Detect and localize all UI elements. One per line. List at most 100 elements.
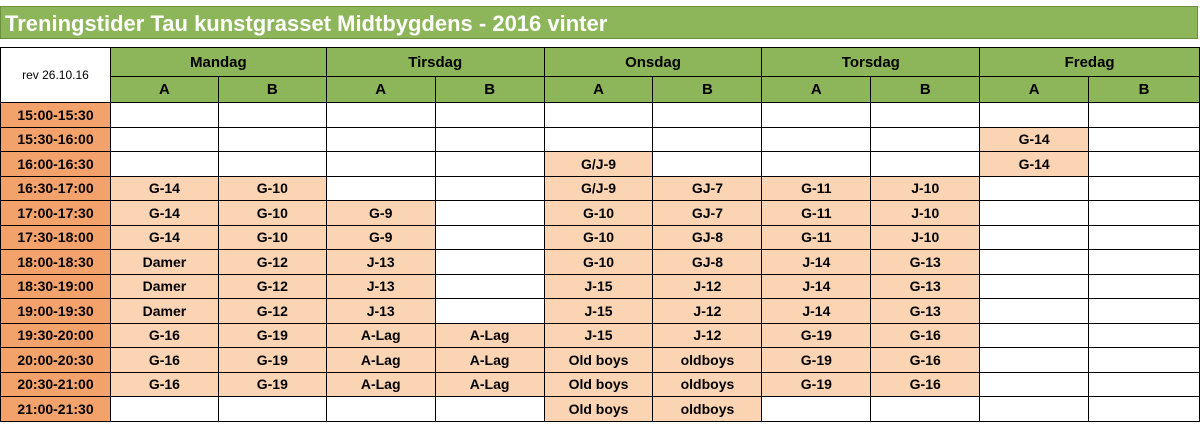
time-slot-label[interactable]: 15:30-16:00 bbox=[0, 126, 111, 152]
empty-slot-cell[interactable] bbox=[1088, 102, 1200, 128]
booked-slot-cell[interactable]: G-10 bbox=[543, 224, 654, 250]
field-a-header[interactable]: A bbox=[761, 76, 872, 103]
empty-slot-cell[interactable] bbox=[325, 102, 436, 128]
empty-slot-cell[interactable] bbox=[1088, 347, 1200, 373]
booked-slot-cell[interactable]: J-10 bbox=[870, 175, 981, 201]
empty-slot-cell[interactable] bbox=[325, 175, 436, 201]
empty-slot-cell[interactable] bbox=[761, 102, 872, 128]
booked-slot-cell[interactable]: G-19 bbox=[217, 322, 327, 348]
booked-slot-cell[interactable]: G-16 bbox=[109, 322, 219, 348]
empty-slot-cell[interactable] bbox=[979, 347, 1090, 373]
empty-slot-cell[interactable] bbox=[1088, 200, 1200, 226]
booked-slot-cell[interactable]: G-10 bbox=[217, 200, 327, 226]
booked-slot-cell[interactable]: GJ-7 bbox=[652, 175, 763, 201]
booked-slot-cell[interactable]: J-15 bbox=[543, 273, 654, 299]
empty-slot-cell[interactable] bbox=[217, 396, 327, 422]
booked-slot-cell[interactable]: GJ-7 bbox=[652, 200, 763, 226]
empty-slot-cell[interactable] bbox=[979, 371, 1090, 397]
day-header-mandag[interactable]: Mandag bbox=[109, 47, 327, 77]
booked-slot-cell[interactable]: G-14 bbox=[979, 126, 1090, 152]
empty-slot-cell[interactable] bbox=[761, 396, 872, 422]
empty-slot-cell[interactable] bbox=[434, 298, 545, 324]
booked-slot-cell[interactable]: G-14 bbox=[979, 151, 1090, 177]
empty-slot-cell[interactable] bbox=[109, 126, 219, 152]
booked-slot-cell[interactable]: J-14 bbox=[761, 273, 872, 299]
booked-slot-cell[interactable]: G-16 bbox=[109, 371, 219, 397]
booked-slot-cell[interactable]: J-12 bbox=[652, 298, 763, 324]
booked-slot-cell[interactable]: G-13 bbox=[870, 249, 981, 275]
empty-slot-cell[interactable] bbox=[1088, 322, 1200, 348]
day-header-onsdag[interactable]: Onsdag bbox=[543, 47, 763, 77]
booked-slot-cell[interactable]: G-12 bbox=[217, 249, 327, 275]
time-slot-label[interactable]: 16:30-17:00 bbox=[0, 175, 111, 201]
booked-slot-cell[interactable]: Damer bbox=[109, 273, 219, 299]
booked-slot-cell[interactable]: J-13 bbox=[325, 249, 436, 275]
booked-slot-cell[interactable]: J-15 bbox=[543, 298, 654, 324]
empty-slot-cell[interactable] bbox=[325, 151, 436, 177]
empty-slot-cell[interactable] bbox=[1088, 175, 1200, 201]
time-slot-label[interactable]: 21:00-21:30 bbox=[0, 396, 111, 422]
booked-slot-cell[interactable]: G/J-9 bbox=[543, 175, 654, 201]
field-a-header[interactable]: A bbox=[109, 76, 219, 103]
booked-slot-cell[interactable]: J-10 bbox=[870, 200, 981, 226]
booked-slot-cell[interactable]: G-10 bbox=[217, 175, 327, 201]
empty-slot-cell[interactable] bbox=[979, 224, 1090, 250]
field-b-header[interactable]: B bbox=[217, 76, 327, 103]
field-a-header[interactable]: A bbox=[325, 76, 436, 103]
booked-slot-cell[interactable]: G-11 bbox=[761, 224, 872, 250]
booked-slot-cell[interactable]: A-Lag bbox=[434, 371, 545, 397]
empty-slot-cell[interactable] bbox=[979, 322, 1090, 348]
empty-slot-cell[interactable] bbox=[652, 126, 763, 152]
empty-slot-cell[interactable] bbox=[1088, 298, 1200, 324]
empty-slot-cell[interactable] bbox=[434, 249, 545, 275]
empty-slot-cell[interactable] bbox=[434, 126, 545, 152]
empty-slot-cell[interactable] bbox=[325, 126, 436, 152]
time-slot-label[interactable]: 16:00-16:30 bbox=[0, 151, 111, 177]
empty-slot-cell[interactable] bbox=[979, 273, 1090, 299]
booked-slot-cell[interactable]: Damer bbox=[109, 249, 219, 275]
empty-slot-cell[interactable] bbox=[979, 298, 1090, 324]
booked-slot-cell[interactable]: GJ-8 bbox=[652, 224, 763, 250]
field-a-header[interactable]: A bbox=[979, 76, 1090, 103]
empty-slot-cell[interactable] bbox=[434, 151, 545, 177]
booked-slot-cell[interactable]: G-12 bbox=[217, 273, 327, 299]
empty-slot-cell[interactable] bbox=[979, 396, 1090, 422]
empty-slot-cell[interactable] bbox=[325, 396, 436, 422]
booked-slot-cell[interactable]: G-10 bbox=[217, 224, 327, 250]
booked-slot-cell[interactable]: G/J-9 bbox=[543, 151, 654, 177]
empty-slot-cell[interactable] bbox=[761, 126, 872, 152]
time-slot-label[interactable]: 17:30-18:00 bbox=[0, 224, 111, 250]
field-b-header[interactable]: B bbox=[1088, 76, 1200, 103]
empty-slot-cell[interactable] bbox=[979, 200, 1090, 226]
empty-slot-cell[interactable] bbox=[979, 102, 1090, 128]
empty-slot-cell[interactable] bbox=[109, 396, 219, 422]
booked-slot-cell[interactable]: oldboys bbox=[652, 396, 763, 422]
empty-slot-cell[interactable] bbox=[1088, 249, 1200, 275]
field-b-header[interactable]: B bbox=[434, 76, 545, 103]
empty-slot-cell[interactable] bbox=[870, 102, 981, 128]
empty-slot-cell[interactable] bbox=[1088, 396, 1200, 422]
booked-slot-cell[interactable]: G-19 bbox=[761, 347, 872, 373]
booked-slot-cell[interactable]: G-16 bbox=[870, 322, 981, 348]
empty-slot-cell[interactable] bbox=[434, 175, 545, 201]
empty-slot-cell[interactable] bbox=[870, 126, 981, 152]
time-slot-label[interactable]: 17:00-17:30 bbox=[0, 200, 111, 226]
booked-slot-cell[interactable]: J-14 bbox=[761, 249, 872, 275]
booked-slot-cell[interactable]: G-14 bbox=[109, 224, 219, 250]
empty-slot-cell[interactable] bbox=[434, 102, 545, 128]
empty-slot-cell[interactable] bbox=[434, 396, 545, 422]
empty-slot-cell[interactable] bbox=[434, 224, 545, 250]
booked-slot-cell[interactable]: J-12 bbox=[652, 273, 763, 299]
booked-slot-cell[interactable]: G-12 bbox=[217, 298, 327, 324]
empty-slot-cell[interactable] bbox=[217, 102, 327, 128]
empty-slot-cell[interactable] bbox=[543, 102, 654, 128]
time-slot-label[interactable]: 19:00-19:30 bbox=[0, 298, 111, 324]
field-b-header[interactable]: B bbox=[652, 76, 763, 103]
empty-slot-cell[interactable] bbox=[434, 200, 545, 226]
booked-slot-cell[interactable]: G-16 bbox=[870, 371, 981, 397]
booked-slot-cell[interactable]: J-13 bbox=[325, 273, 436, 299]
booked-slot-cell[interactable]: G-10 bbox=[543, 200, 654, 226]
booked-slot-cell[interactable]: J-14 bbox=[761, 298, 872, 324]
booked-slot-cell[interactable]: G-9 bbox=[325, 200, 436, 226]
booked-slot-cell[interactable]: Old boys bbox=[543, 347, 654, 373]
